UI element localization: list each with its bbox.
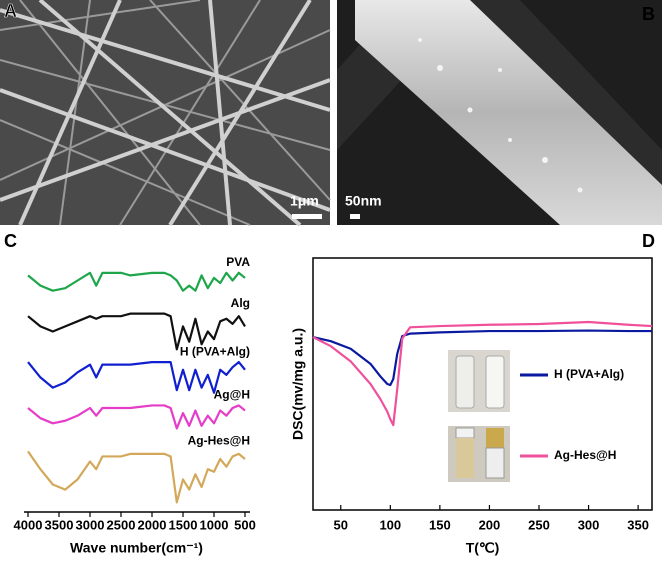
x-tick-label: 150 — [429, 517, 451, 532]
x-tick-label: 500 — [234, 517, 256, 532]
panel-label: A — [4, 1, 17, 21]
series-line — [312, 320, 653, 427]
x-tick-label: 200 — [479, 517, 501, 532]
series-line — [27, 361, 246, 394]
series-line — [312, 329, 652, 387]
x-tick-label: 100 — [379, 517, 401, 532]
series-line — [27, 450, 246, 504]
x-tick-label: 1000 — [200, 517, 229, 532]
panel-label: B — [642, 4, 655, 24]
series-line — [27, 271, 246, 292]
panel-label: D — [642, 231, 655, 251]
series-label: Alg — [231, 296, 250, 310]
y-axis-title: DSC(mv/mg a.u.) — [290, 328, 306, 440]
x-axis-title: T(℃) — [466, 540, 500, 556]
legend-label: Ag-Hes@H — [554, 448, 616, 462]
scale-bar-label: 1μm — [290, 193, 319, 209]
panel-label: C — [4, 231, 17, 251]
sem-image-b — [337, 0, 662, 225]
sem-image-a — [0, 0, 331, 227]
plot-frame — [312, 257, 653, 511]
series-label: PVA — [226, 255, 250, 269]
x-axis-title: Wave number(cm⁻¹) — [70, 540, 203, 556]
x-tick-label: 300 — [578, 517, 600, 532]
x-tick-label: 2500 — [107, 517, 136, 532]
legend-label: H (PVA+Alg) — [554, 367, 624, 381]
vial-photo — [448, 350, 510, 482]
x-tick-label: 4000 — [14, 517, 43, 532]
series-line — [27, 404, 246, 430]
x-tick-label: 350 — [627, 517, 649, 532]
series-label: H (PVA+Alg) — [180, 344, 250, 358]
series-label: Ag-Hes@H — [188, 434, 250, 448]
series-label: Ag@H — [214, 388, 250, 402]
x-tick-label: 3500 — [45, 517, 74, 532]
x-tick-label: 1500 — [169, 517, 198, 532]
x-tick-label: 2000 — [138, 517, 167, 532]
scale-bar-label: 50nm — [345, 193, 382, 209]
series-line — [27, 312, 246, 351]
x-tick-label: 50 — [334, 517, 348, 532]
x-tick-label: 250 — [528, 517, 550, 532]
x-tick-label: 3000 — [76, 517, 105, 532]
